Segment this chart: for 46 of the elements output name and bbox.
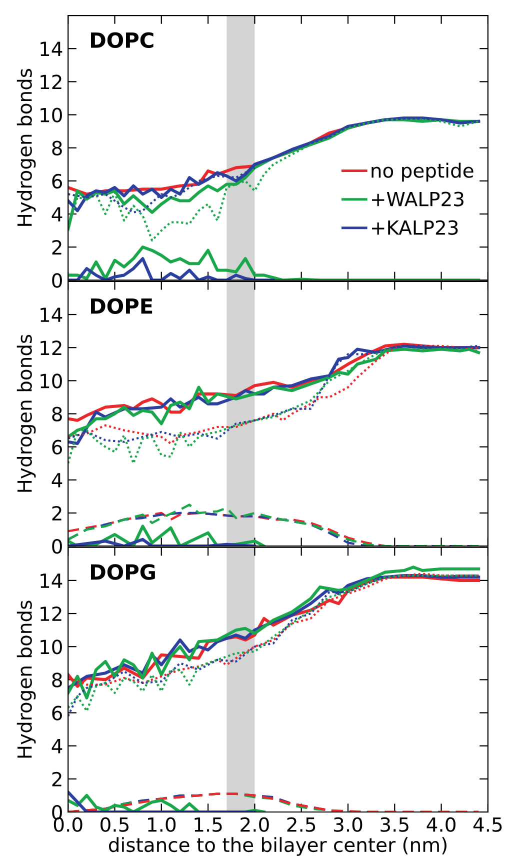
x-tick-label: 1.0 — [148, 817, 176, 832]
legend-label: +KALP23 — [372, 220, 458, 235]
y-tick-label: 0 — [52, 539, 62, 554]
y-tick-label: 8 — [52, 672, 62, 688]
line-series — [68, 116, 480, 212]
y-tick-label: 14 — [40, 308, 62, 322]
x-axis-title: distance to the bilayer center (nm) — [108, 837, 446, 856]
legend-label: +WALP23 — [372, 192, 464, 206]
y-tick-label: 8 — [52, 406, 62, 422]
x-tick-label: 4.0 — [426, 817, 456, 832]
x-tick-label: 2.5 — [287, 817, 316, 832]
y-axis-title: Hydrogen bonds — [16, 68, 36, 226]
y-tick-label: 12 — [40, 74, 62, 90]
y-axis-title: Hydrogen bonds — [16, 600, 36, 758]
text: DOPE — [91, 298, 152, 314]
y-tick-label: 4 — [52, 207, 62, 222]
y-tick-label: 4 — [52, 473, 62, 488]
y-tick-label: 14 — [40, 42, 62, 56]
y-tick-label: 10 — [40, 374, 62, 388]
y-tick-label: 12 — [40, 606, 62, 621]
legend-label: no peptide — [372, 162, 474, 182]
x-tick-label: 3.0 — [334, 817, 362, 832]
x-tick-label: 3.5 — [380, 817, 408, 832]
y-tick-label: 6 — [52, 440, 62, 455]
y-tick-label: 12 — [40, 340, 62, 355]
x-tick-label: 2.0 — [240, 817, 269, 832]
y-tick-label: 10 — [40, 108, 62, 122]
y-tick-label: 10 — [40, 640, 62, 654]
y-tick-label: 2 — [52, 240, 62, 254]
line-series — [68, 246, 480, 280]
y-tick-label: 0 — [52, 273, 62, 288]
y-tick-label: 2 — [52, 506, 62, 520]
y-tick-label: 6 — [52, 174, 62, 189]
x-tick-label: 0.5 — [100, 817, 129, 832]
y-tick-label: 2 — [52, 772, 62, 786]
y-tick-label: 4 — [52, 739, 62, 754]
y-axis-title: Hydrogen bonds — [16, 334, 36, 492]
y-tick-label: 8 — [52, 140, 62, 156]
y-tick-label: 6 — [52, 706, 62, 720]
y-tick-label: 14 — [40, 574, 62, 588]
text: DOPG — [91, 564, 155, 580]
text: DOPC — [91, 32, 154, 48]
x-tick-label: 4.5 — [473, 817, 502, 832]
line-series — [68, 538, 256, 546]
x-tick-label: 1.5 — [194, 817, 222, 832]
line-series — [68, 257, 275, 280]
